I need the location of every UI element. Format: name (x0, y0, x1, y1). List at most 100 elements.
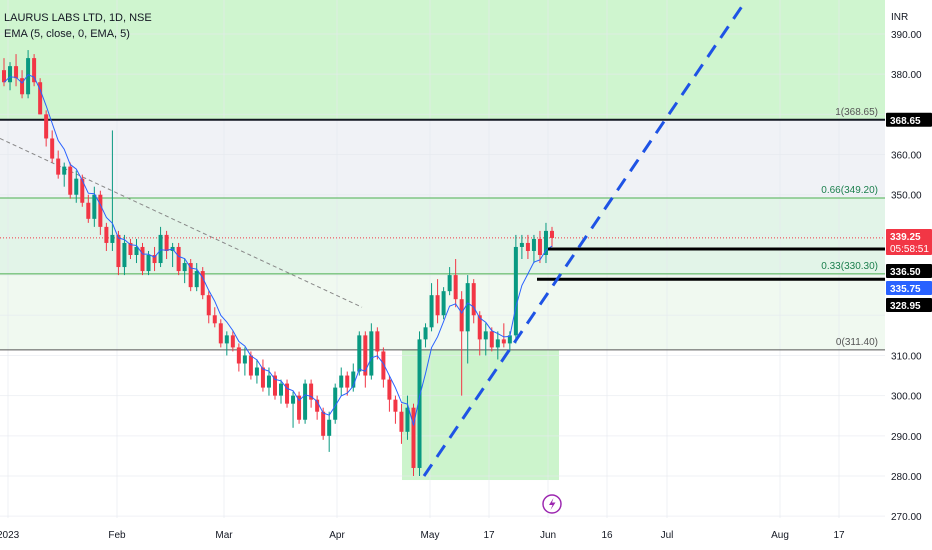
candle-body (14, 66, 19, 79)
candle-body (266, 375, 271, 388)
candle-body (206, 295, 211, 316)
candle-body (357, 335, 362, 372)
upper-green-zone (0, 0, 885, 120)
candle-body (423, 327, 428, 340)
candle-body (315, 399, 320, 412)
candle-body (128, 242, 133, 255)
candle-body (152, 255, 157, 264)
candle-body (188, 263, 193, 288)
fib-zone-2 (0, 197, 885, 274)
candle-body (291, 395, 296, 404)
price-tag: 368.65 (890, 116, 921, 127)
x-tick-label: 16 (601, 530, 613, 541)
candle-body (489, 331, 494, 348)
candle-body (62, 166, 67, 175)
candle-body (38, 82, 43, 115)
candle-body (507, 335, 512, 344)
candle-body (272, 375, 277, 396)
candle-body (303, 383, 308, 420)
candle-body (495, 339, 500, 348)
fib-label: 0.33(330.30) (821, 261, 878, 272)
ema-indicator-label[interactable]: EMA (5, close, 0, EMA, 5) (4, 28, 130, 40)
price-tag-bg (886, 229, 932, 255)
price-tag-bg (886, 281, 932, 295)
lightning-icon (542, 494, 562, 514)
candle-body (435, 295, 440, 316)
x-tick-label: 2023 (0, 530, 20, 541)
candle-body (279, 383, 284, 396)
symbol-title[interactable]: LAURUS LABS LTD, 1D, NSE (4, 12, 152, 24)
candle-body (339, 375, 344, 388)
candle-body (405, 407, 410, 432)
candle-body (351, 371, 356, 388)
candle-body (285, 383, 290, 404)
fib-label: 1(368.65) (835, 107, 878, 118)
candle-body (465, 283, 470, 332)
x-tick-label: 17 (833, 530, 845, 541)
candle-body (236, 347, 241, 364)
candle-body (369, 331, 374, 376)
candle-body (2, 70, 6, 83)
candle-body (399, 411, 404, 432)
candle-body (519, 242, 524, 247)
candle-body (417, 339, 422, 468)
x-tick-label: Jul (661, 530, 674, 541)
y-tick-label: 270.00 (891, 512, 922, 523)
x-tick-label: Jun (540, 530, 556, 541)
candle-body (20, 78, 25, 95)
candle-body (164, 234, 169, 251)
x-tick-label: Feb (108, 530, 126, 541)
candle-body (248, 355, 253, 376)
y-tick-label: 310.00 (891, 351, 922, 362)
candle-body (230, 335, 235, 348)
currency-label: INR (891, 12, 908, 23)
candle-body (477, 315, 482, 340)
candle-body (212, 315, 217, 324)
candle-body (363, 335, 368, 376)
candle-body (194, 271, 199, 288)
candle-body (32, 58, 37, 83)
y-tick-label: 360.00 (891, 151, 922, 162)
candle-body (110, 234, 115, 243)
x-tick-label: Apr (329, 530, 345, 541)
lower-green-box (402, 349, 559, 481)
candle-body (86, 202, 91, 219)
candle-body (459, 299, 464, 332)
x-tick-label: May (421, 530, 440, 541)
candle-body (531, 238, 536, 251)
fib-zone-1 (0, 119, 885, 198)
down-trendline (0, 138, 363, 308)
candle-body (122, 242, 127, 268)
candle-body (393, 399, 398, 412)
candle-body (8, 66, 13, 83)
candle-body (447, 275, 452, 292)
y-tick-label: 280.00 (891, 472, 922, 483)
y-tick-label: 380.00 (891, 70, 922, 81)
candle-body (543, 230, 548, 255)
candle-body (176, 246, 181, 272)
candle-body (134, 246, 139, 255)
candle-body (345, 375, 350, 388)
candle-body (441, 291, 446, 316)
candle-body (321, 411, 326, 436)
lightning-icon-bolt (549, 498, 556, 510)
candle-body (550, 230, 554, 238)
price-tag-bg (886, 298, 932, 312)
price-tag: 336.50 (890, 267, 921, 278)
candle-body (297, 395, 302, 420)
y-tick-label: 350.00 (891, 191, 922, 202)
candle-body (218, 323, 223, 344)
price-tag-countdown: 05:58:51 (890, 244, 929, 255)
candle-body (471, 283, 476, 316)
y-tick-label: 290.00 (891, 432, 922, 443)
candle-body (411, 407, 416, 468)
candle-body (56, 158, 61, 175)
candle-body (50, 138, 55, 159)
price-tag-bg (886, 112, 932, 127)
price-axis: INR 390.00 380.00 360.00 350.00 310.00 300.00 2… (885, 0, 932, 550)
candles (2, 50, 554, 476)
candle-body (309, 383, 314, 400)
price-tag: 335.75 (890, 284, 921, 295)
candle-body (453, 275, 458, 300)
